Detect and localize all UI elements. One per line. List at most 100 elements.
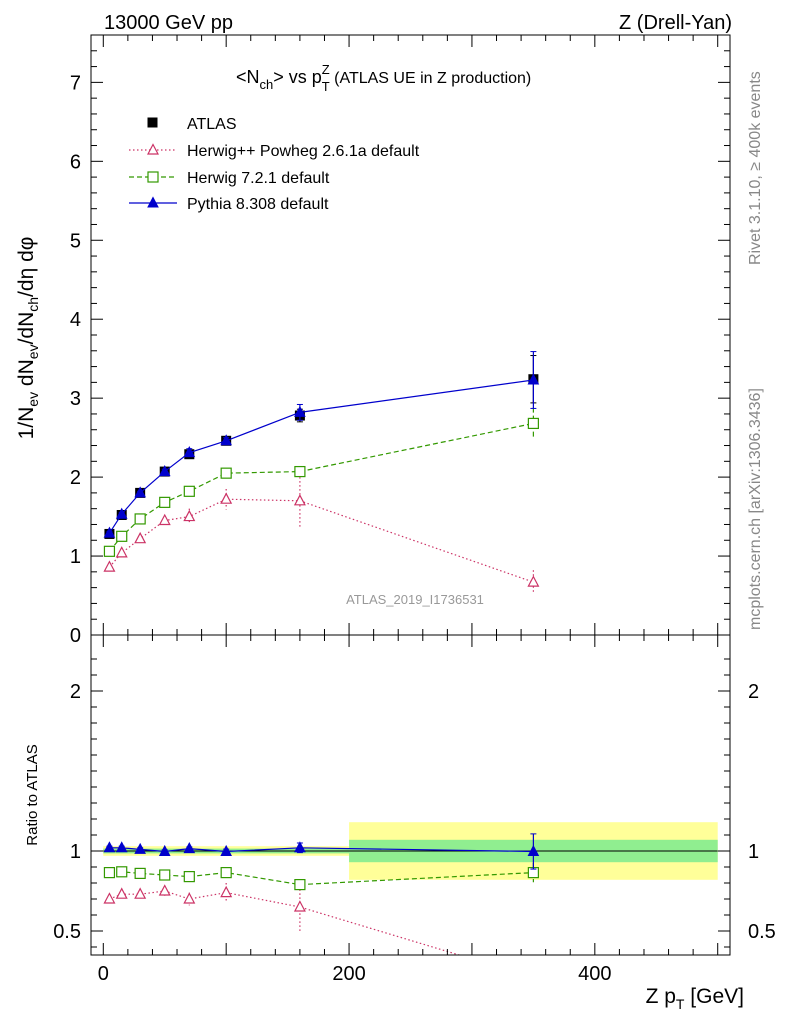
point-pythia [115,507,128,519]
legend-label-atlas: ATLAS [187,116,237,133]
point-herwig7 [294,465,306,478]
ratio-panel: 0.5 0.5 1 1 2 2 0 200 400 Ratio to ATLAS Z pT [G… [24,634,776,1012]
ratio-point-pythia [220,844,233,856]
ratio-series-group [103,833,540,955]
rivet-label: Rivet 3.1.10, ≥ 400k events [747,71,764,265]
main-ytick-label: 0 [70,625,81,647]
ratio-ytick-label: 2 [70,681,81,703]
ratio-frame [90,634,731,956]
ratio-point-herwigpp [115,887,128,899]
legend-marker-herwig7 [147,171,159,183]
point-herwig7 [159,496,171,508]
header-right: Z (Drell-Yan) [619,12,732,34]
ratio-point-herwigpp [220,885,233,898]
line-pythia [108,379,534,534]
legend-item-pythia: Pythia 8.308 default [129,196,329,213]
series-atlas [104,355,539,539]
ratio-point-herwig7 [183,870,195,883]
ratio-point-herwig7 [116,866,128,878]
point-herwigpp [293,494,306,506]
ratio-ytick-label-right: 2 [748,681,759,703]
ratio-ytick-label: 0.5 [53,921,81,943]
ratio-series-pythia [103,833,540,870]
ratio-point-herwig7 [103,866,116,879]
main-ytick-label: 2 [70,467,81,489]
point-pythia [294,405,306,417]
ratio-point-pythia [294,841,306,853]
point-herwigpp [103,560,116,572]
legend-item-atlas: ATLAS [147,116,237,133]
ratio-xtick-label: 400 [578,963,611,985]
point-herwigpp [158,513,171,526]
ratio-point-herwigpp [103,892,116,904]
legend-label-pythia: Pythia 8.308 default [187,196,329,213]
series-herwigpp [103,473,540,594]
main-ytick-label: 4 [70,309,81,331]
ratio-xtick-label: 0 [98,963,109,985]
main-ytick-label: 5 [70,230,81,252]
legend-marker-pythia [147,196,159,208]
ratio-point-pythia [183,842,196,854]
point-pythia [183,446,196,458]
ratio-xtick-label: 200 [332,963,365,985]
point-pythia [220,434,233,446]
point-herwigpp [220,492,233,504]
line-herwig7 [108,422,534,552]
legend: ATLAS Herwig++ Powheg 2.6.1a default Her… [129,116,420,213]
legend-marker-herwigpp [147,143,159,155]
point-pythia [134,486,146,498]
ratio-point-pythia [158,844,171,856]
series-herwig7 [103,407,539,557]
ratio-point-herwig7 [220,866,232,879]
ratio-ytick-label-right: 0.5 [748,921,776,943]
ratio-point-herwig7 [134,867,146,880]
point-herwigpp [527,575,540,587]
point-herwig7 [220,467,232,479]
header-left: 13000 GeV pp [104,12,233,34]
ratio-point-pythia [103,841,116,853]
ratio-point-herwigpp [158,884,171,896]
point-herwigpp [183,509,196,522]
legend-item-herwig7: Herwig 7.2.1 default [129,170,330,187]
ratio-series-herwigpp [103,881,462,955]
ratio-ytick-label: 1 [70,841,81,863]
ratio-xlabel: Z pT [GeV] [646,985,744,1012]
ratio-line-herwig7 [109,871,534,886]
main-ytick-label: 7 [70,72,81,94]
point-herwig7 [527,417,539,430]
point-herwigpp [115,546,128,558]
legend-item-herwigpp: Herwig++ Powheg 2.6.1a default [129,143,420,160]
main-ytick-label: 6 [70,151,81,173]
ratio-point-pythia [134,842,146,854]
point-herwig7 [134,513,146,525]
point-herwig7 [103,545,116,557]
point-herwig7 [116,530,128,542]
ratio-point-herwigpp [134,887,147,899]
point-pythia [103,526,116,538]
legend-marker-atlas [147,117,158,128]
point-pythia [527,373,540,385]
ratio-point-herwig7 [159,869,171,881]
mcplots-label: mcplots.cern.ch [arXiv:1306.3436] [747,388,764,630]
legend-label-herwigpp: Herwig++ Powheg 2.6.1a default [187,143,420,160]
line-herwigpp [108,498,534,583]
ratio-ytick-label-right: 1 [748,841,759,863]
main-panel: 0 1 2 3 4 5 6 7 <Nch> vs pZ T (ATLAS UE in Z pro… [15,34,731,647]
series-pythia [103,351,540,538]
ratio-ylabel: Ratio to ATLAS [24,744,41,845]
main-ytick-label: 3 [70,388,81,410]
legend-label-herwig7: Herwig 7.2.1 default [187,170,330,187]
point-pythia [158,465,171,477]
ratio-point-herwig7 [294,878,306,891]
ratio-point-herwigpp [183,892,196,904]
ratio-point-herwigpp [293,900,306,912]
ratio-series-herwig7 [103,863,539,891]
main-ylabel: 1/Nev dNev/dNch/dη dφ [15,237,41,440]
ratio-point-pythia [527,844,540,856]
ratio-line-herwigpp [109,890,462,955]
analysis-label: ATLAS_2019_I1736531 [346,592,484,607]
main-ytick-label: 1 [70,546,81,568]
main-title: <Nch> vs pZ T (ATLAS UE in Z production) [236,62,531,94]
ratio-point-pythia [115,841,128,853]
